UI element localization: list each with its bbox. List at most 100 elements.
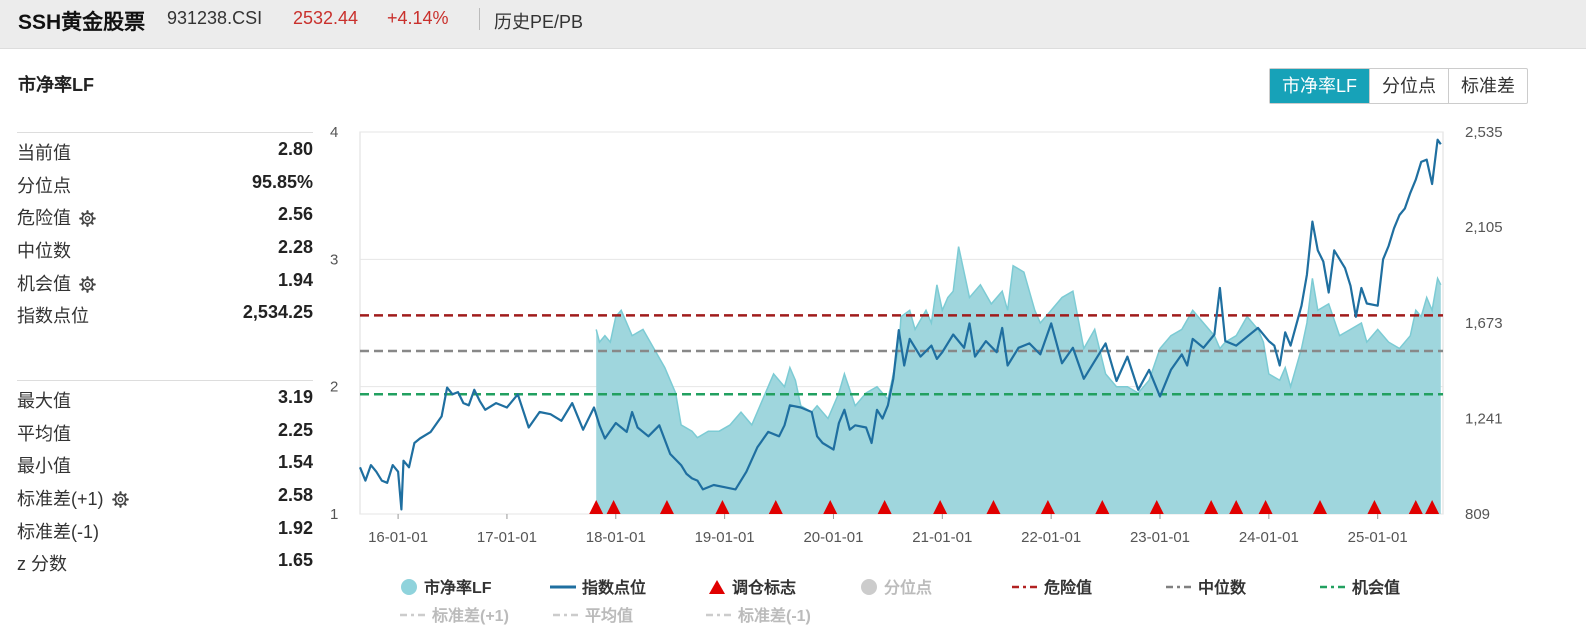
tab-stddev[interactable]: 标准差 <box>1448 69 1527 103</box>
stat-value: 1.54 <box>277 452 313 473</box>
stat-label: 最小值 <box>17 456 71 477</box>
y-right-tick: 1,673 <box>1465 315 1503 332</box>
rebalance-marker <box>933 500 948 514</box>
stat-value: 2.58 <box>277 485 313 506</box>
x-tick: 19-01-01 <box>695 529 755 546</box>
legend-item[interactable]: 机会值 <box>1320 574 1400 598</box>
chart-legend: 市净率LF 指数点位 调仓标志 分位点 危险值 中位数 机会值标准差(+1) 平均值 标准差(-… <box>400 574 1580 634</box>
rebalance-marker <box>1408 500 1423 514</box>
stat-row: 当前值 2.80 <box>17 133 313 166</box>
y-right-tick: 809 <box>1465 506 1490 523</box>
top-header: SSH黄金股票 931238.CSI 2532.44 +4.14% 历史PE/P… <box>0 0 1586 48</box>
legend-item[interactable]: 市净率LF <box>400 574 492 598</box>
legend-item[interactable]: 危险值 <box>1012 574 1092 598</box>
legend-item[interactable]: 中位数 <box>1166 574 1246 598</box>
rebalance-marker <box>877 500 892 514</box>
rebalance-marker <box>1425 500 1440 514</box>
legend-dash-icon <box>706 613 732 617</box>
legend-dash-icon <box>553 613 579 617</box>
stat-row: 机会值 1.94 <box>17 264 313 297</box>
rebalance-marker <box>1258 500 1273 514</box>
stat-label: 危险值 <box>17 204 96 230</box>
stat-row: 危险值 2.56 <box>17 198 313 231</box>
stat-row: 分位点 95.85% <box>17 166 313 199</box>
stat-value: 3.19 <box>277 387 313 407</box>
rebalance-marker <box>823 500 838 514</box>
metric-tabs: 市净率LF 分位点 标准差 <box>1269 68 1529 104</box>
gear-icon[interactable] <box>79 275 96 293</box>
legend-item[interactable]: 调仓标志 <box>708 574 796 598</box>
y-left-tick: 1 <box>330 506 338 523</box>
rebalance-marker <box>659 500 674 514</box>
gear-icon[interactable] <box>111 491 129 508</box>
stat-value: 95.85% <box>251 171 313 192</box>
x-tick: 23-01-01 <box>1130 529 1190 546</box>
rebalance-marker <box>1149 500 1164 514</box>
legend-circle-icon <box>401 579 417 595</box>
rebalance-marker <box>606 500 621 514</box>
stat-row: 指数点位 2,534.25 <box>17 296 313 329</box>
x-tick: 20-01-01 <box>803 529 863 546</box>
stat-row: z 分数 1.65 <box>17 544 313 577</box>
rebalance-marker <box>768 500 783 514</box>
stat-label: 当前值 <box>17 143 71 163</box>
x-tick: 18-01-01 <box>586 529 646 546</box>
legend-item[interactable]: 分位点 <box>860 574 932 598</box>
x-tick: 24-01-01 <box>1239 529 1299 546</box>
index-line <box>358 138 1442 511</box>
rebalance-marker <box>589 500 604 514</box>
history-pe-pb-link[interactable]: 历史PE/PB <box>494 12 584 32</box>
index-change: +4.14% <box>387 8 449 28</box>
legend-item[interactable]: 平均值 <box>553 602 633 626</box>
x-tick: 22-01-01 <box>1021 529 1081 546</box>
rebalance-marker <box>1229 500 1244 514</box>
stat-row: 标准差(+1) 2.58 <box>17 479 313 512</box>
legend-dash-icon <box>1012 585 1038 589</box>
stat-label: 标准差(-1) <box>17 521 99 542</box>
stat-row: 最大值 3.19 <box>17 381 313 414</box>
stat-label: 指数点位 <box>17 306 89 327</box>
legend-item[interactable]: 指数点位 <box>550 574 646 598</box>
stat-value: 2.80 <box>277 139 313 159</box>
stats-panel-top: 当前值 2.80 分位点 95.85% 危险值 2.56 中位数 2.28 机会值 1.94 指数点… <box>17 132 313 329</box>
legend-item[interactable]: 标准差(+1) <box>400 602 509 626</box>
legend-dash-icon <box>400 613 426 617</box>
stat-row: 平均值 2.25 <box>17 414 313 447</box>
x-tick: 17-01-01 <box>477 529 537 546</box>
gear-icon[interactable] <box>79 210 96 228</box>
stat-value: 2,534.25 <box>242 302 313 323</box>
legend-triangle-icon <box>709 580 725 594</box>
y-left-tick: 4 <box>330 124 338 141</box>
rebalance-marker <box>1204 500 1219 514</box>
index-code: 931238.CSI <box>167 8 263 28</box>
x-tick: 21-01-01 <box>912 529 972 546</box>
stat-value: 1.65 <box>277 550 313 571</box>
stats-panel-bottom: 最大值 3.19 平均值 2.25 最小值 1.54 标准差(+1) 2.58 标准差(-1) 1… <box>17 380 313 577</box>
tab-pb[interactable]: 市净率LF <box>1270 69 1370 103</box>
stat-row: 标准差(-1) 1.92 <box>17 512 313 545</box>
tab-percentile[interactable]: 分位点 <box>1369 69 1448 103</box>
y-left-tick: 3 <box>330 251 338 268</box>
stat-value: 1.92 <box>277 517 313 538</box>
legend-line-icon <box>550 585 576 589</box>
legend-item[interactable]: 标准差(-1) <box>706 602 811 626</box>
y-right-tick: 2,535 <box>1465 124 1503 141</box>
stat-value: 2.28 <box>277 237 313 258</box>
x-tick: 16-01-01 <box>368 529 428 546</box>
y-right-tick: 2,105 <box>1465 219 1503 236</box>
legend-dash-icon <box>1320 585 1346 589</box>
stat-label: 中位数 <box>17 241 71 262</box>
pb-area <box>596 246 1441 514</box>
rebalance-marker <box>1095 500 1110 514</box>
legend-dash-icon <box>1166 585 1192 589</box>
index-price: 2532.44 <box>293 8 359 28</box>
stat-label: 分位点 <box>17 175 71 196</box>
x-tick: 25-01-01 <box>1348 529 1408 546</box>
stat-label: 平均值 <box>17 423 71 444</box>
pb-chart: 1 2 3 4 809 1,241 1,673 2,105 2,535 16-01-01 17-01… <box>330 124 1503 546</box>
y-left-tick: 2 <box>330 379 338 396</box>
rebalance-marker <box>1367 500 1382 514</box>
stat-label: 最大值 <box>17 391 71 411</box>
stat-value: 2.56 <box>277 204 313 225</box>
stat-row: 中位数 2.28 <box>17 231 313 264</box>
